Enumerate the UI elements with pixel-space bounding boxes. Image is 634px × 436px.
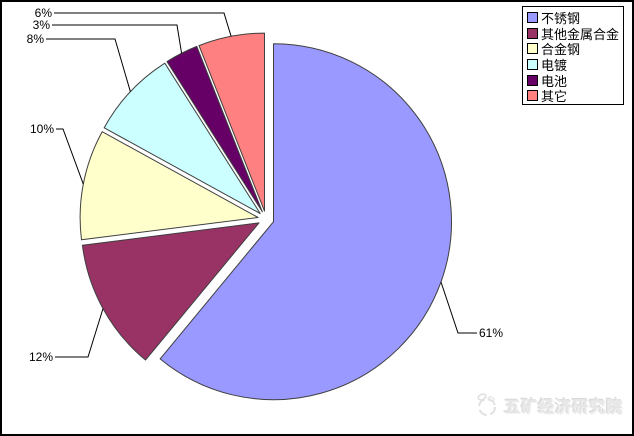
legend-swatch-icon [527, 59, 538, 71]
minmetals-logo-icon [477, 393, 496, 416]
watermark: 五矿经济研究院 [475, 392, 623, 418]
leader-line-1 [55, 308, 104, 358]
percent-label-0: 61% [479, 326, 503, 340]
pie-slice-2 [79, 131, 259, 241]
leader-line-0 [440, 281, 477, 334]
legend-label: 不锈钢 [541, 11, 581, 27]
legend-item-0: 不锈钢 [527, 10, 623, 26]
pie-slice-0 [159, 43, 452, 401]
legend-item-5: 其它 [527, 88, 623, 104]
legend-box: 不锈钢 其他金属合金 合金钢 电镀 电池 其它 [522, 6, 624, 105]
leader-line-3 [46, 38, 131, 92]
legend-swatch-icon [527, 90, 538, 102]
legend-item-1: 其他金属合金 [527, 26, 623, 42]
legend-swatch-icon [527, 12, 538, 24]
leader-line-2 [56, 128, 84, 185]
legend-swatch-icon [527, 43, 538, 55]
legend-swatch-icon [527, 27, 538, 39]
legend-item-4: 电池 [527, 72, 623, 89]
legend-label: 其他金属合金 [541, 26, 620, 42]
legend-label: 合金钢 [541, 42, 581, 58]
legend-label: 电池 [541, 73, 568, 89]
legend-label: 其它 [541, 89, 568, 105]
leader-line-4 [52, 24, 183, 54]
percent-label-2: 10% [30, 122, 54, 136]
pie-slice-3 [103, 62, 261, 214]
watermark-text: 五矿经济研究院 [504, 399, 624, 416]
leader-line-5 [54, 12, 232, 37]
percent-label-3: 8% [27, 32, 45, 46]
pie-slice-1 [81, 222, 260, 361]
pie-slice-5 [198, 32, 265, 212]
legend-swatch-icon [527, 74, 538, 86]
percent-label-1: 12% [29, 350, 53, 364]
legend-item-2: 合金钢 [527, 41, 623, 57]
percent-label-5: 6% [35, 6, 53, 20]
legend-item-3: 电镀 [527, 57, 623, 73]
legend-label: 电镀 [541, 58, 568, 74]
percent-label-4: 3% [33, 18, 51, 32]
